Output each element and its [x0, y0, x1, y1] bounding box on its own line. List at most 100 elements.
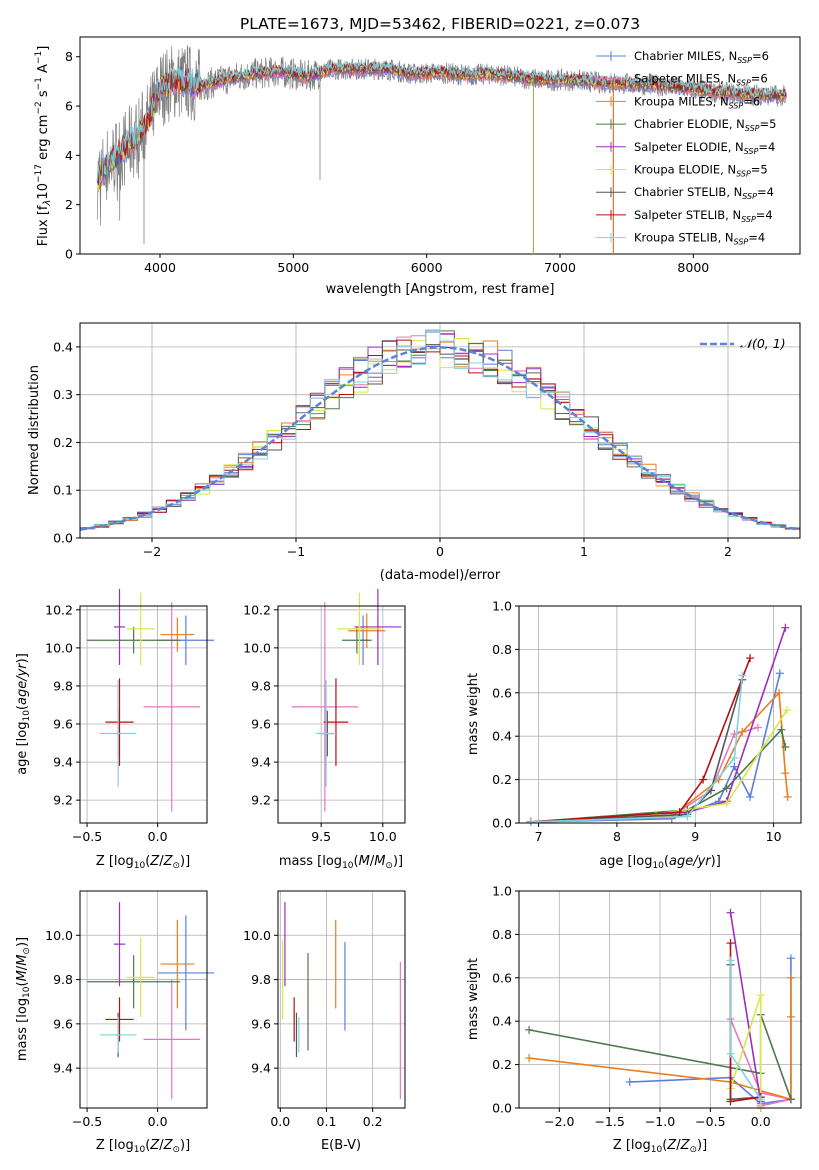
line-salpeter-stelib	[530, 657, 751, 823]
age-mass-layer: 9.5 10.0 9.2 9.4 9.6 9.8 10.0 10.2	[243, 588, 405, 844]
y-tick-label: 9.6	[53, 717, 73, 732]
mass-z-xlabel: Z [log10(Z/Z⊙)]	[96, 1138, 190, 1155]
x-tick-label: 7	[535, 829, 543, 844]
spectrum-ylabel: Flux [fλ10−17 erg cm−2 s−1 A−1]	[34, 46, 53, 247]
x-tick-label: 0.0	[148, 1114, 168, 1129]
x-tick-label: −0.5	[72, 829, 102, 844]
line-chabrier-miles	[530, 673, 781, 823]
y-tick-label: 0.6	[492, 685, 512, 700]
y-tick-label: 9.6	[251, 1016, 271, 1031]
spectrum-lines	[96, 45, 787, 254]
y-tick-label: 0.0	[53, 531, 73, 546]
x-tick-label: 9.5	[311, 829, 331, 844]
y-tick-label: 0.3	[53, 387, 73, 402]
massweight-z-panel: −2.0 −1.5 −1.0 −0.5 0.0 0.0 0.2 0.4 0.6 0.8 1.0 Z …	[466, 884, 802, 1155]
legend-label-kroupa-miles: Kroupa MILES, NSSP=6	[634, 94, 760, 110]
massweight-z-xlabel: Z [log10(Z/Z⊙)]	[613, 1138, 707, 1155]
x-tick-label: 1	[580, 544, 588, 559]
mass-z-panel: −0.5 0.0 9.4 9.6 9.8 10.0 Z [log10(Z/Z⊙)] mas…	[15, 890, 215, 1155]
x-tick-label: 0.1	[317, 1114, 337, 1129]
model-spectrum-kroupa-stelib	[96, 60, 787, 185]
x-tick-label: −2	[143, 544, 161, 559]
x-tick-label: −0.5	[695, 1114, 725, 1129]
y-tick-label: 0.0	[492, 816, 512, 831]
spectrum-layer	[96, 45, 787, 254]
y-tick-label: 0.4	[492, 1014, 512, 1029]
y-tick-label: 0.8	[492, 927, 512, 942]
legend-label-chabrier-stelib: Chabrier STELIB, NSSP=4	[634, 185, 774, 201]
age-mass-panel: 9.5 10.0 9.2 9.4 9.6 9.8 10.0 10.2 mass [log10(…	[243, 588, 406, 871]
spectrum-legend: Chabrier MILES, NSSP=6 Salpeter MILES, NS…	[596, 49, 776, 247]
mass-ebv-panel: 0.0 0.1 0.2 9.4 9.6 9.8 10.0 E(B-V)	[243, 890, 406, 1153]
x-tick-label: 0.0	[148, 829, 168, 844]
y-tick-label: 4	[65, 148, 73, 163]
legend-label-kroupa-stelib: Kroupa STELIB, NSSP=4	[634, 231, 765, 247]
line-salpeter-miles	[729, 1018, 792, 1107]
massweight-z-layer: −2.0 −1.5 −1.0 −0.5 0.0 0.0 0.2 0.4 0.6 0.8 1.0	[492, 884, 801, 1129]
y-tick-label: 6	[65, 99, 73, 114]
residual-panel: −2 −1 0 1 2 0.0 0.1 0.2 0.3 0.4 𝒩(0, 1) (data-mod…	[27, 322, 801, 583]
massweight-age-panel: 7 8 9 10 0.0 0.2 0.4 0.6 0.8 1.0 age [log10(age/y…	[466, 599, 802, 871]
age-mass-frame	[277, 605, 406, 824]
y-tick-label: 9.6	[251, 717, 271, 732]
line-kroupa-stelib	[530, 675, 744, 823]
x-tick-label: 0	[436, 544, 444, 559]
age-z-panel: −0.5 0.0 9.2 9.4 9.6 9.8 10.0 10.2 Z [log10(Z/Z…	[15, 588, 215, 871]
y-tick-label: 0.4	[492, 729, 512, 744]
massweight-age-layer: 7 8 9 10 0.0 0.2 0.4 0.6 0.8 1.0	[492, 599, 801, 844]
massweight-age-ylabel: mass weight	[466, 673, 481, 755]
mass-z-ylabel: mass [log10(M/M⊙)]	[15, 937, 32, 1061]
y-tick-label: 9.2	[53, 793, 73, 808]
y-tick-label: 9.8	[251, 678, 271, 693]
spectrum-frame	[79, 36, 801, 255]
x-tick-label: 4000	[144, 260, 176, 275]
x-tick-label: −0.5	[72, 1114, 102, 1129]
massweight-age-xlabel: age [log10(age/yr)]	[599, 854, 721, 871]
x-tick-label: 8	[613, 829, 621, 844]
normal-legend-label: 𝒩(0, 1)	[740, 336, 786, 351]
x-tick-label: 5000	[277, 260, 309, 275]
line-chabrier-stelib	[530, 679, 744, 823]
x-tick-label: 10	[766, 829, 782, 844]
x-tick-label: −1	[287, 544, 305, 559]
age-z-xlabel: Z [log10(Z/Z⊙)]	[96, 854, 190, 871]
spectrum-xlabel: wavelength [Angstrom, rest frame]	[326, 282, 555, 297]
massweight-z-frame	[518, 890, 802, 1109]
y-tick-label: 0	[65, 247, 73, 262]
y-tick-label: 10.2	[243, 602, 271, 617]
y-tick-label: 0.2	[492, 1057, 512, 1072]
y-tick-label: 0.2	[492, 772, 512, 787]
y-tick-label: 9.6	[53, 1016, 73, 1031]
x-tick-label: 8000	[677, 260, 709, 275]
y-tick-label: 10.0	[243, 928, 271, 943]
y-tick-label: 9.4	[53, 1061, 73, 1076]
age-mass-xlabel: mass [log10(M/M⊙)]	[279, 854, 403, 871]
x-tick-label: 7000	[544, 260, 576, 275]
legend-label-chabrier-miles: Chabrier MILES, NSSP=6	[634, 49, 769, 65]
legend-label-salpeter-stelib: Salpeter STELIB, NSSP=4	[634, 208, 773, 224]
y-tick-label: 9.2	[251, 793, 271, 808]
y-tick-label: 1.0	[492, 599, 512, 614]
y-tick-label: 9.4	[53, 755, 73, 770]
age-z-ylabel: age [log10(age/yr)]	[15, 653, 32, 775]
massweight-age-frame	[518, 605, 802, 824]
y-tick-label: 0.1	[53, 483, 73, 498]
spectrum-ticks: 4000 5000 6000 7000 8000 0 2 4 6 8	[65, 49, 709, 275]
x-tick-label: 0.0	[751, 1114, 771, 1129]
y-tick-label: 9.8	[251, 972, 271, 987]
x-tick-label: −2.0	[544, 1114, 574, 1129]
y-tick-label: 10.0	[45, 640, 73, 655]
legend-label-salpeter-elodie: Salpeter ELODIE, NSSP=4	[634, 140, 775, 156]
x-tick-label: 10.0	[369, 829, 397, 844]
y-tick-label: 0.8	[492, 642, 512, 657]
age-z-frame	[79, 605, 208, 824]
x-tick-label: 9	[691, 829, 699, 844]
mass-ebv-xlabel: E(B-V)	[321, 1138, 361, 1153]
age-z-layer: −0.5 0.0 9.2 9.4 9.6 9.8 10.0 10.2	[45, 588, 215, 844]
y-tick-label: 10.0	[243, 640, 271, 655]
x-tick-label: 0.0	[270, 1114, 290, 1129]
legend-label-kroupa-elodie: Kroupa ELODIE, NSSP=5	[634, 163, 768, 179]
x-tick-label: 6000	[411, 260, 443, 275]
legend-label-chabrier-elodie: Chabrier ELODIE, NSSP=5	[634, 117, 776, 133]
y-tick-label: 9.4	[251, 755, 271, 770]
